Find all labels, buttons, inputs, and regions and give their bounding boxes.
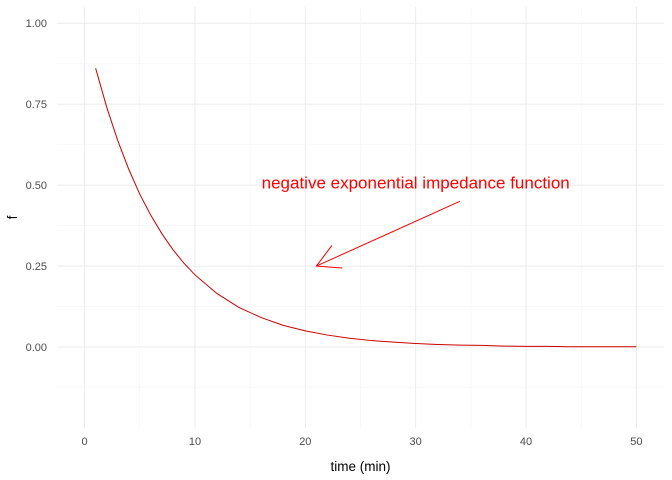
- y-tick-label: 0.00: [26, 342, 47, 354]
- tick-labels: 0 10 20 30 40 50 0.00 0.25 0.50 0.75 1.00: [26, 18, 643, 448]
- annotation-arrow-shaft: [316, 200, 461, 267]
- annotation-layer: negative exponential impedance function: [262, 173, 570, 269]
- series-layer: [95, 68, 637, 348]
- x-tick-label: 0: [82, 436, 88, 448]
- y-tick-label: 0.50: [26, 180, 47, 192]
- y-tick-label: 1.00: [26, 18, 47, 30]
- series-line: [95, 68, 637, 348]
- y-tick-label: 0.25: [26, 261, 47, 273]
- annotation-text: negative exponential impedance function: [262, 173, 570, 192]
- x-tick-label: 50: [630, 436, 642, 448]
- x-tick-label: 10: [189, 436, 201, 448]
- y-tick-label: 0.75: [26, 99, 47, 111]
- x-tick-label: 40: [520, 436, 532, 448]
- grid: [57, 7, 664, 428]
- annotation-arrow-head: [315, 245, 343, 269]
- y-axis-title: f: [5, 215, 20, 219]
- x-tick-label: 30: [410, 436, 422, 448]
- x-axis-title: time (min): [331, 459, 391, 474]
- x-tick-label: 20: [299, 436, 311, 448]
